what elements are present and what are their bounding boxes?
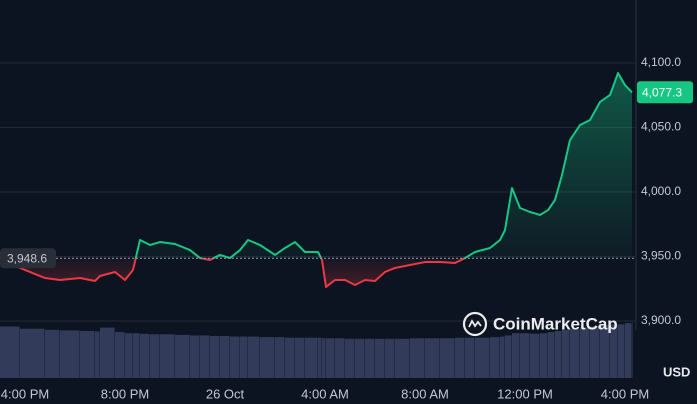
- price-line: [0, 72, 633, 288]
- watermark: CoinMarketCap: [462, 311, 618, 337]
- last-price-badge: [637, 81, 693, 104]
- baseline-badge: [0, 248, 56, 269]
- volume-bar: [20, 328, 45, 378]
- volume-bar: [610, 324, 618, 378]
- volume-layer: [0, 322, 633, 378]
- volume-bar: [505, 335, 512, 378]
- volume-bar: [345, 338, 355, 378]
- volume-bar: [512, 333, 520, 378]
- volume-bar: [220, 336, 230, 378]
- x-tick-label: 12:00 PM: [497, 386, 553, 401]
- watermark-text: CoinMarketCap: [493, 314, 618, 333]
- volume-bar: [275, 337, 285, 378]
- volume-bar: [115, 332, 125, 378]
- x-tick-label: 4:00 PM: [1, 386, 49, 401]
- volume-bar: [355, 338, 365, 378]
- volume-bar: [590, 326, 600, 378]
- volume-bar: [600, 325, 610, 378]
- volume-bar: [140, 333, 150, 378]
- area-layer: [0, 73, 632, 287]
- price-area: [0, 73, 632, 287]
- volume-bar: [580, 327, 590, 378]
- baseline-label: 3,948.6: [7, 251, 47, 265]
- volume-bar: [248, 336, 260, 378]
- volume-bar: [210, 336, 220, 378]
- volume-bar: [475, 337, 490, 378]
- volume-bar: [520, 333, 530, 378]
- watermark-logo-mark: [468, 319, 482, 328]
- x-tick-label: 26 Oct: [206, 386, 245, 401]
- watermark-logo: [462, 311, 488, 337]
- x-tick-label: 8:00 AM: [401, 386, 449, 401]
- volume-bar: [425, 338, 440, 378]
- volume-bar: [490, 337, 500, 378]
- volume-bar: [455, 337, 465, 378]
- currency-label: USD: [663, 364, 690, 379]
- volume-bar: [150, 334, 160, 378]
- volume-bar: [133, 333, 140, 378]
- volume-bar: [200, 335, 210, 378]
- volume-bar: [295, 337, 305, 378]
- volume-bar: [548, 332, 555, 378]
- volume-bar: [160, 334, 175, 378]
- volume-bar: [230, 336, 240, 378]
- volume-bar: [385, 338, 395, 378]
- last-price-label: 4,077.3: [642, 85, 682, 99]
- x-tick-label: 4:00 PM: [601, 386, 649, 401]
- volume-bar: [95, 331, 100, 378]
- volume-bar: [465, 337, 475, 378]
- label-layer: 3,900.0 3,950.0 4,000.0 4,050.0 4,100.0 4:00 …: [0, 55, 693, 401]
- volume-bar: [440, 338, 455, 378]
- volume-bar: [60, 330, 80, 378]
- volume-bar: [318, 337, 322, 378]
- y-tick-label: 3,950.0: [641, 249, 681, 263]
- volume-bar: [625, 323, 632, 378]
- volume-bar: [555, 330, 562, 378]
- x-tick-label: 4:00 AM: [301, 386, 349, 401]
- volume-bar: [570, 328, 580, 378]
- volume-bar: [365, 338, 375, 378]
- volume-bar: [260, 337, 275, 378]
- volume-bar: [410, 338, 425, 378]
- volume-bar: [100, 327, 115, 378]
- volume-bar: [632, 322, 633, 378]
- volume-bar: [540, 333, 548, 378]
- y-tick-label: 4,050.0: [641, 120, 681, 134]
- line-layer: [0, 72, 636, 288]
- volume-bar: [285, 337, 295, 378]
- volume-bar: [0, 326, 20, 378]
- volume-bar: [530, 333, 540, 378]
- grid-layer: [0, 62, 636, 322]
- y-tick-label: 4,100.0: [641, 55, 681, 69]
- volume-bar: [240, 336, 248, 378]
- y-tick-label: 4,000.0: [641, 184, 681, 198]
- volume-bar: [190, 335, 200, 378]
- volume-bar: [322, 338, 326, 378]
- volume-bar: [175, 334, 190, 378]
- volume-bar: [562, 329, 570, 378]
- volume-bar: [305, 337, 318, 378]
- y-tick-label: 3,900.0: [641, 313, 681, 327]
- volume-bar: [618, 324, 625, 378]
- x-tick-label: 8:00 PM: [101, 386, 149, 401]
- volume-bar: [45, 329, 60, 378]
- volume-bar: [80, 330, 95, 378]
- volume-bar: [395, 338, 410, 378]
- volume-bar: [326, 338, 335, 378]
- volume-bar: [125, 333, 133, 378]
- volume-bar: [500, 336, 505, 378]
- volume-bar: [375, 338, 385, 378]
- volume-bar: [335, 338, 345, 378]
